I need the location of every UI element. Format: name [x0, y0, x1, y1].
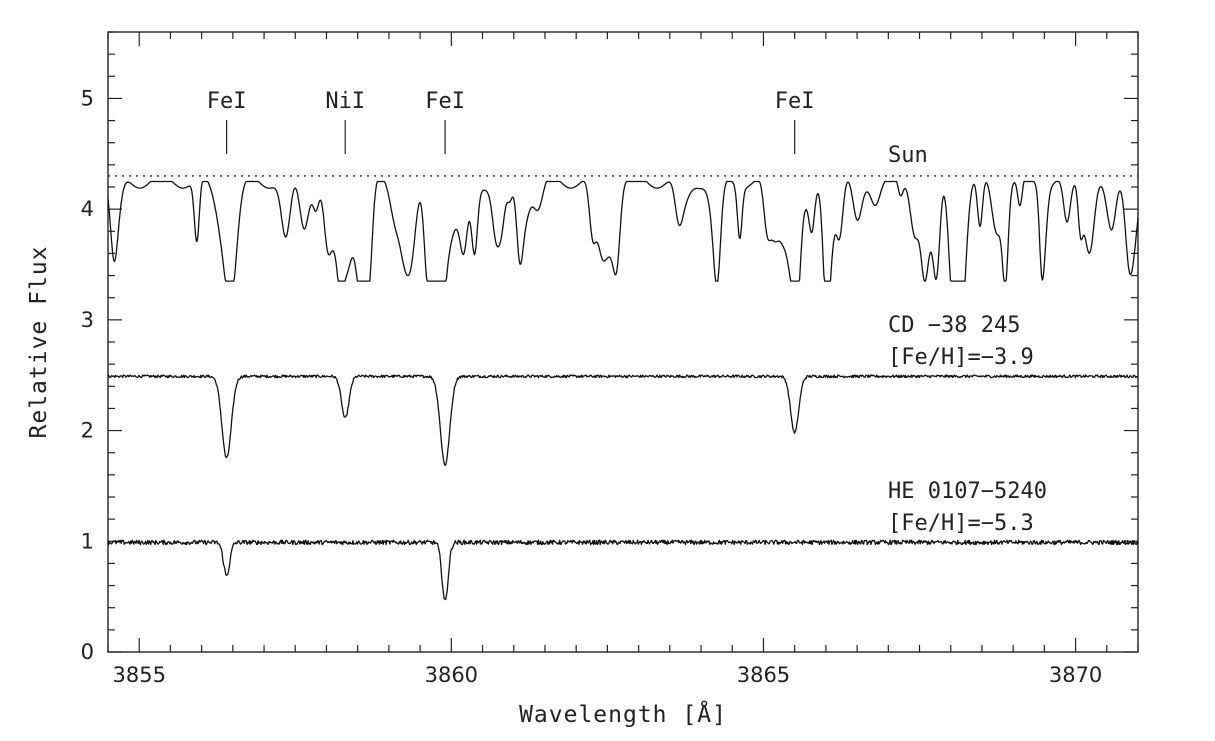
x-tick-label: 3855	[112, 663, 165, 687]
y-tick-label: 3	[81, 308, 94, 332]
line-id-label: NiI	[325, 89, 365, 114]
x-tick-label: 3870	[1049, 663, 1102, 687]
axis-ticks	[107, 31, 1139, 653]
tick-labels: 3855 3860 3865 3870 0 1 2 3 4 5	[81, 86, 1103, 687]
spectrum-series-1	[107, 374, 1139, 466]
series-label: [Fe/H]=−5.3	[888, 511, 1034, 536]
x-axis-title: Wavelength [Å]	[519, 700, 727, 728]
line-id-label: FeI	[425, 89, 465, 114]
y-tick-label: 5	[81, 86, 94, 110]
line-id-label: FeI	[207, 89, 247, 114]
y-tick-label: 2	[81, 419, 94, 443]
spectra	[107, 180, 1139, 601]
series-label: Sun	[888, 143, 928, 168]
x-tick-label: 3865	[737, 663, 790, 687]
y-tick-label: 0	[81, 640, 94, 664]
spectrum-series-2	[107, 539, 1139, 601]
spectrum-series-0	[107, 180, 1139, 282]
series-label: CD −38 245	[888, 313, 1020, 338]
line-id-label: FeI	[775, 89, 815, 114]
series-label: [Fe/H]=−3.9	[888, 345, 1034, 370]
x-tick-label: 3860	[425, 663, 478, 687]
y-tick-label: 4	[81, 197, 94, 221]
y-axis-title: Relative Flux	[26, 245, 52, 438]
series-label: HE 0107−5240	[888, 479, 1047, 504]
y-tick-label: 1	[81, 529, 94, 553]
series-labels: Sun CD −38 245 [Fe/H]=−3.9 HE 0107−5240 [Fe/…	[888, 143, 1047, 536]
line-annotations: FeI NiI FeI FeI	[207, 89, 815, 154]
